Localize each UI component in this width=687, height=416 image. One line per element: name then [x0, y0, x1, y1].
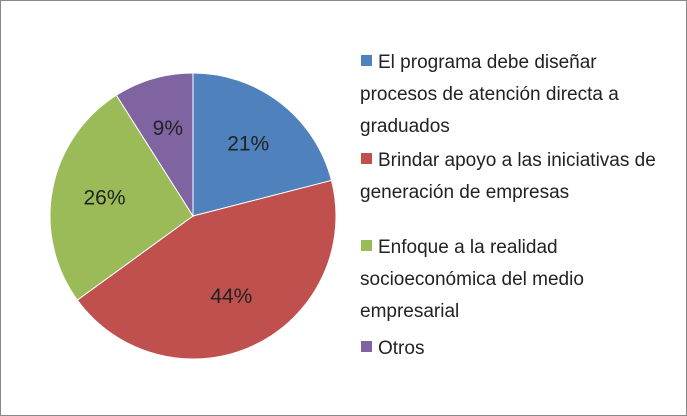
pie-slice — [49, 94, 194, 301]
legend-entry: Brindar apoyo a las iniciativas de gener… — [360, 145, 670, 209]
pie-slice — [76, 179, 337, 360]
legend-label: El programa debe diseñar procesos de ate… — [360, 52, 619, 137]
legend-swatch — [360, 239, 373, 252]
data-label: 26% — [83, 187, 125, 210]
legend-label: Enfoque a la realidad socioeconómica del… — [360, 237, 584, 322]
legend-label: Brindar apoyo a las iniciativas de gener… — [360, 150, 656, 203]
legend-entry: Otros — [360, 333, 670, 365]
legend-entry: Enfoque a la realidad socioeconómica del… — [360, 232, 670, 328]
data-label: 9% — [153, 117, 183, 140]
legend-swatch — [360, 54, 373, 67]
legend-label: Otros — [378, 338, 425, 359]
data-label: 44% — [210, 285, 252, 308]
pie-slice — [115, 72, 194, 218]
legend-swatch — [360, 340, 373, 353]
pie-slice — [192, 72, 333, 217]
legend-swatch — [360, 152, 373, 165]
data-label: 21% — [227, 132, 269, 155]
legend-entry: El programa debe diseñar procesos de ate… — [360, 47, 670, 143]
